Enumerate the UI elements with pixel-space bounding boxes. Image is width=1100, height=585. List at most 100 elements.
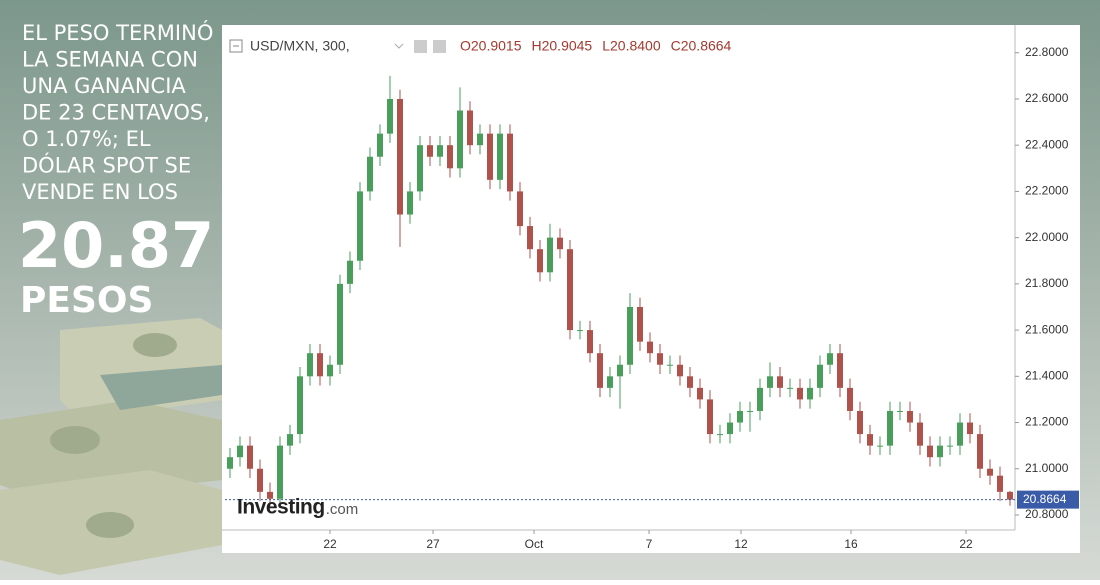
y-tick-label: 21.8000 [1025, 276, 1069, 290]
candle-body [697, 387, 703, 400]
candle-body [767, 376, 773, 388]
candle-body [387, 98, 393, 134]
candle-body [347, 260, 353, 284]
watermark-suffix: .com [326, 501, 359, 518]
candle-body [287, 434, 293, 446]
y-tick-label: 22.6000 [1025, 91, 1069, 105]
candle-body [487, 133, 493, 180]
candle-body [317, 353, 323, 377]
candle-body [977, 434, 983, 469]
big-unit: PESOS [20, 280, 153, 321]
candle-body [237, 445, 243, 458]
candle-body [927, 445, 933, 458]
headline-line: DÓLAR SPOT SE [22, 153, 191, 178]
x-tick-label: Oct [525, 537, 544, 551]
x-tick-label: 7 [646, 537, 653, 551]
candle-body [307, 353, 313, 377]
candle-body [637, 306, 643, 342]
headline-line: LA SEMANA CON [22, 48, 198, 72]
candle-body [507, 133, 513, 192]
candle-body [297, 376, 303, 435]
candle-body [337, 283, 343, 365]
candle-body [607, 376, 613, 388]
candle-body [267, 491, 273, 499]
candle-body [967, 422, 973, 435]
ohlc-value: C20.8664 [671, 38, 732, 54]
candle-body [597, 353, 603, 388]
candle-body [567, 249, 573, 331]
x-tick-label: 16 [844, 537, 858, 551]
candle-body [887, 410, 893, 446]
y-tick-label: 21.6000 [1025, 322, 1069, 336]
candle-body [407, 191, 413, 215]
candle-body [837, 353, 843, 388]
candle-body [757, 387, 763, 411]
y-tick-label: 20.8000 [1025, 507, 1069, 521]
candle-body [627, 306, 633, 365]
y-tick-label: 22.4000 [1025, 137, 1069, 151]
candle-body [737, 410, 743, 423]
candle-body [417, 145, 423, 192]
headline-line: DE 23 CENTAVOS, [22, 101, 210, 125]
symbol: USD/MXN, 300, [250, 38, 350, 54]
candle-body [987, 468, 993, 476]
big-number: 20.87 [18, 209, 214, 282]
ohlc-value: O20.9015 [460, 38, 522, 54]
candle-body [807, 387, 813, 400]
candle-body [467, 110, 473, 146]
candle-body [907, 410, 913, 423]
last-price-label: 20.8664 [1023, 492, 1067, 506]
candle-body [517, 191, 523, 227]
candle-body [797, 387, 803, 400]
chart-panel [222, 25, 1080, 553]
candle-body [537, 249, 543, 273]
candle-body [227, 457, 233, 469]
collapse-icon[interactable] [229, 39, 243, 53]
candle-body [687, 376, 693, 388]
candle-body [477, 133, 483, 146]
candle-body [787, 387, 793, 389]
candle-body [777, 376, 783, 388]
candle-body [657, 353, 663, 365]
y-tick-label: 21.2000 [1025, 415, 1069, 429]
candle-body [857, 410, 863, 435]
candle-body [497, 133, 503, 180]
candle-body [847, 387, 853, 411]
candle-body [997, 475, 1003, 492]
candle-body [937, 445, 943, 458]
headline-line: VENDE EN LOS [22, 180, 178, 204]
candle-body [707, 399, 713, 435]
candle-body [377, 133, 383, 157]
candle-body [587, 330, 593, 354]
candle-body [717, 434, 723, 436]
y-tick-label: 22.0000 [1025, 230, 1069, 244]
x-tick-label: 22 [959, 537, 973, 551]
x-tick-label: 22 [323, 537, 337, 551]
candle-body [447, 145, 453, 169]
last-price-box [1017, 490, 1079, 509]
candle-body [747, 410, 753, 412]
candle-body [917, 422, 923, 446]
candle-body [617, 364, 623, 377]
candle-body [817, 364, 823, 388]
candle-body [957, 422, 963, 446]
candle-body [367, 156, 373, 192]
candle-body [897, 410, 903, 412]
candle-body [1007, 491, 1013, 500]
watermark: Investing [237, 496, 325, 519]
candle-body [947, 445, 953, 447]
candle-body [677, 364, 683, 377]
ohlc-value: L20.8400 [602, 38, 661, 54]
candle-body [457, 110, 463, 169]
y-tick-label: 22.8000 [1025, 45, 1069, 59]
candle-body [577, 330, 583, 332]
y-tick-label: 21.4000 [1025, 368, 1069, 382]
y-tick-label: 22.2000 [1025, 184, 1069, 198]
candle-body [437, 145, 443, 157]
x-tick-label: 12 [734, 537, 748, 551]
candle-body [557, 237, 563, 250]
x-tick-label: 27 [426, 537, 440, 551]
headline-line: O 1.07%; EL [22, 127, 151, 151]
